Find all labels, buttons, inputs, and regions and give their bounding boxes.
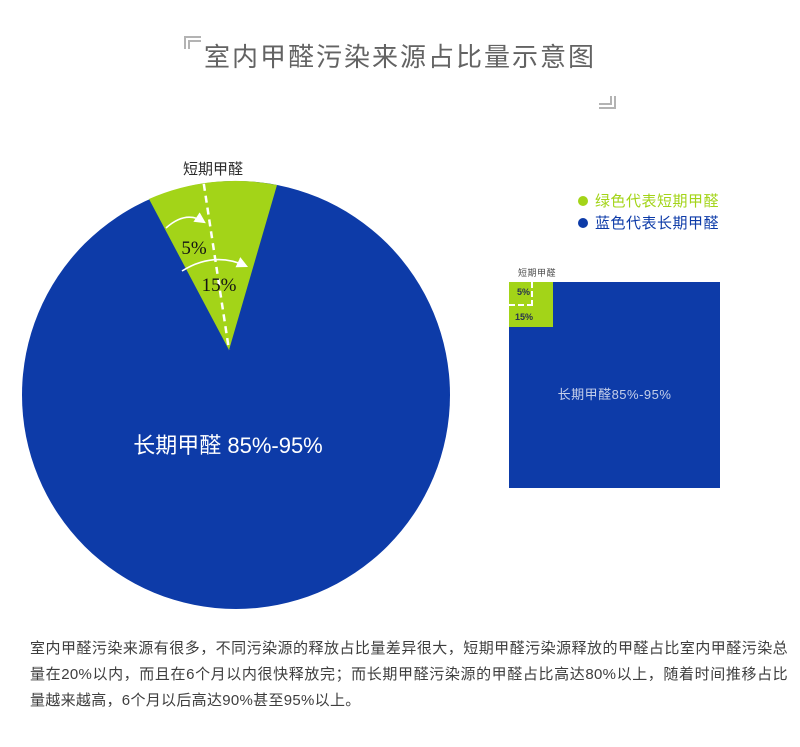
legend-dot-blue-icon <box>578 217 588 228</box>
pie-slice-short-term <box>149 180 277 350</box>
arc-arrow-5pct-icon <box>165 212 206 229</box>
square-proportion-chart: 短期甲醛 5% 15% 长期甲醛85%-95% <box>509 266 720 488</box>
square-dashed-subdivision <box>509 282 533 306</box>
legend-label-short-term: 绿色代表短期甲醛 <box>595 193 720 210</box>
legend-row-short-term: 绿色代表短期甲醛 <box>578 192 720 210</box>
legend-label-long-term: 蓝色代表长期甲醛 <box>595 215 720 232</box>
square-15pct-label: 15% <box>515 312 534 322</box>
pie-long-term-label: 长期甲醛 85%-95% <box>133 433 323 458</box>
arc-arrow-15pct-icon <box>181 257 249 272</box>
dashed-divider-line <box>200 171 231 351</box>
legend-row-long-term: 蓝色代表长期甲醛 <box>578 214 720 232</box>
square-long-term-area: 5% 15% 长期甲醛85%-95% <box>509 282 720 488</box>
page-title: 室内甲醛污染来源占比量示意图 <box>203 42 596 72</box>
square-short-term-area: 5% 15% <box>509 282 553 327</box>
square-5pct-label: 5% <box>517 287 531 297</box>
square-long-term-label: 长期甲醛85%-95% <box>557 387 672 402</box>
pie-chart: 短期甲醛 5% 15% 长期甲醛 85%-95% <box>22 161 450 609</box>
legend: 绿色代表短期甲醛 蓝色代表长期甲醛 <box>578 192 719 236</box>
description-paragraph: 室内甲醛污染来源有很多，不同污染源的释放占比量差异很大，短期甲醛污染源释放的甲醛… <box>30 640 788 709</box>
pie-15pct-label: 15% <box>202 275 237 296</box>
legend-dot-green-icon <box>578 195 588 206</box>
title-row: 室内甲醛污染来源占比量示意图 <box>0 34 800 109</box>
title-corner-bracket-right-icon <box>599 95 616 109</box>
pie-slice-long-term <box>22 181 450 609</box>
pie-5pct-label: 5% <box>181 238 207 259</box>
square-short-term-label: 短期甲醛 <box>518 268 557 278</box>
title-corner-bracket-left-icon <box>183 36 201 49</box>
pie-short-term-label: 短期甲醛 <box>183 161 243 178</box>
